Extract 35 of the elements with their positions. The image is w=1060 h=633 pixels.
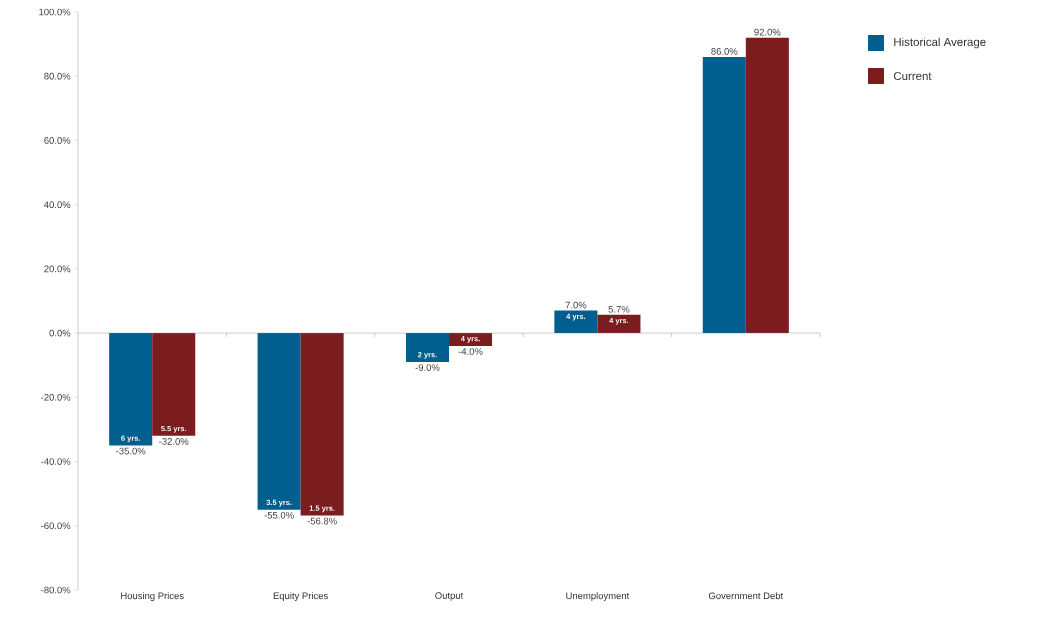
bar (745, 37, 789, 334)
y-tick-label: -20.0% (41, 393, 71, 401)
x-tick-label: Output (435, 592, 464, 601)
data-label: 5.7% (608, 305, 630, 313)
bar (257, 333, 301, 510)
y-tick-label: 0.0% (49, 329, 71, 337)
data-label: -56.8% (307, 517, 337, 525)
y-tick-label: -40.0% (41, 458, 71, 465)
y-tick-label: -80.0% (41, 586, 71, 594)
bar (702, 56, 746, 334)
y-tick-label: 20.0% (44, 265, 71, 273)
bar (152, 333, 196, 436)
data-label: -9.0% (415, 364, 440, 371)
x-tick-label: Government Debt (708, 592, 784, 600)
bar (554, 310, 598, 334)
y-tick-label: 100.0% (39, 8, 71, 16)
data-label: -4.0% (458, 348, 483, 355)
bar (109, 333, 153, 446)
x-tick-label: Housing Prices (121, 592, 184, 601)
data-label: -32.0% (159, 438, 189, 445)
y-tick-label: 80.0% (44, 72, 71, 80)
data-label: 7.0% (565, 301, 587, 309)
legend-label: Historical Average (894, 37, 986, 49)
bar (300, 333, 344, 516)
data-label: -35.0% (116, 447, 146, 455)
y-tick-label: -60.0% (41, 522, 71, 530)
y-tick-label: 40.0% (44, 201, 71, 208)
data-label: 92.0% (754, 28, 781, 36)
x-tick-label: Unemployment (566, 592, 630, 601)
x-tick-label: Equity Prices (273, 592, 328, 601)
legend-label: Current (893, 71, 932, 81)
y-tick-label: 60.0% (44, 137, 71, 144)
data-label: -55.0% (264, 511, 294, 519)
bar (405, 333, 450, 362)
data-label: 86.0% (711, 48, 738, 55)
